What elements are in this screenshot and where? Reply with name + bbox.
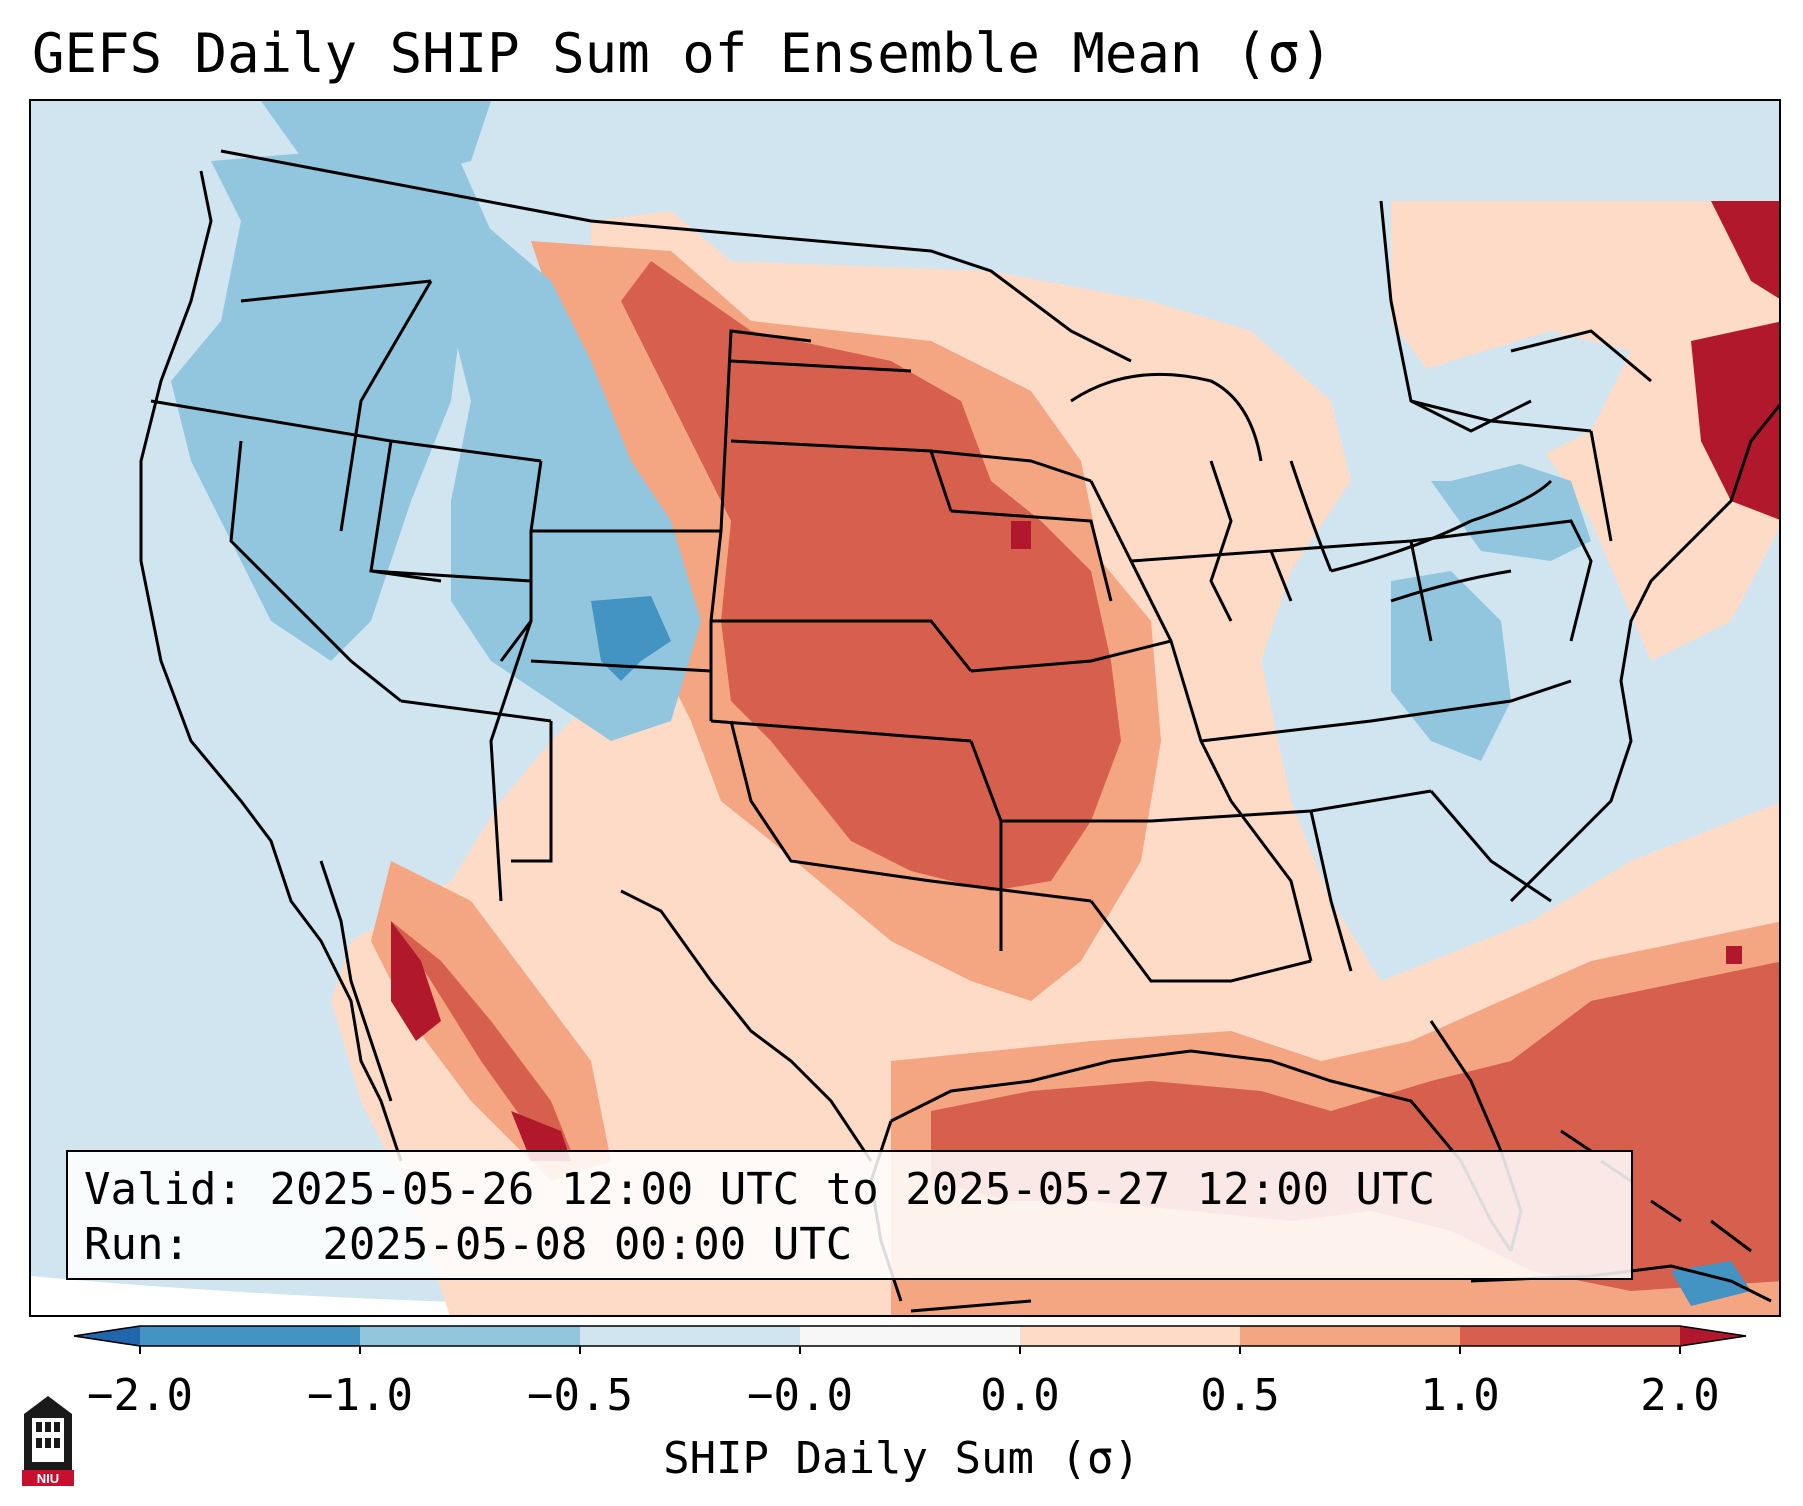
colorbar-segment	[580, 1326, 801, 1346]
colorbar-segment	[140, 1326, 361, 1346]
colorbar-tick-label: 0.0	[980, 1370, 1060, 1421]
valid-run-info-box: Valid: 2025-05-26 12:00 UTC to 2025-05-2…	[66, 1150, 1633, 1280]
colorbar-tick-label: 2.0	[1640, 1370, 1720, 1421]
colorbar-extend-high	[1680, 1326, 1746, 1346]
ship-map	[31, 101, 1779, 1315]
valid-label: Valid:	[84, 1164, 243, 1215]
colorbar-tick-label: 0.5	[1200, 1370, 1280, 1421]
colorbar-segment	[360, 1326, 581, 1346]
niu-logo: NIU	[22, 1396, 74, 1486]
atlantic-coastline	[1509, 403, 1779, 903]
colorbar-label: SHIP Daily Sum (σ)	[663, 1433, 1140, 1484]
colorbar-segment	[1020, 1326, 1241, 1346]
map-title: GEFS Daily SHIP Sum of Ensemble Mean (σ)	[32, 22, 1333, 85]
colorbar-tick-label: −2.0	[87, 1370, 193, 1421]
run-value: 2025-05-08 00:00 UTC	[322, 1219, 853, 1270]
colorbar	[73, 1325, 1747, 1354]
pacific-coastline	[139, 170, 403, 1162]
colorbar-extend-low	[74, 1326, 140, 1346]
run-row: Run: 2025-05-08 00:00 UTC	[84, 1217, 1617, 1272]
colorbar-tick-label: −0.5	[527, 1370, 633, 1421]
colorbar-segment	[1240, 1326, 1461, 1346]
valid-row: Valid: 2025-05-26 12:00 UTC to 2025-05-2…	[84, 1162, 1617, 1217]
colorbar-segment	[1460, 1326, 1681, 1346]
colorbar-tick-label: −1.0	[307, 1370, 413, 1421]
svg-text:NIU: NIU	[37, 1471, 59, 1486]
colorbar-tick-label: 1.0	[1420, 1370, 1500, 1421]
valid-value: 2025-05-26 12:00 UTC to 2025-05-27 12:00…	[269, 1164, 1436, 1215]
great-lakes-outline	[1070, 372, 1553, 622]
run-label: Run:	[84, 1219, 190, 1270]
us-canada-border	[220, 149, 1132, 363]
map-panel	[29, 99, 1781, 1317]
colorbar-segment	[800, 1326, 1021, 1346]
colorbar-tick-label: −0.0	[747, 1370, 853, 1421]
